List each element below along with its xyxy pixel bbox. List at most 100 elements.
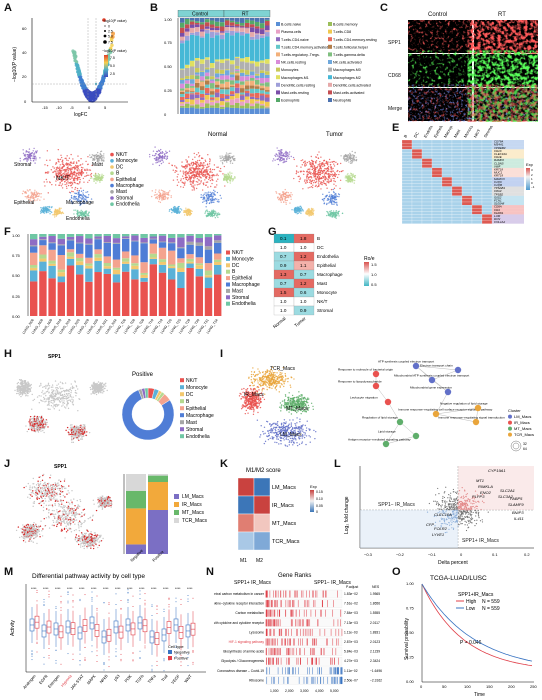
d-cell-point [55, 215, 57, 217]
d-cell-point [58, 207, 60, 210]
d-cell-point [178, 210, 180, 212]
d-cell-point [339, 179, 342, 182]
d-cell-point [275, 192, 278, 194]
f-bar-segment [48, 265, 56, 279]
d-cell-point [332, 177, 334, 180]
b-bar-segment [230, 94, 235, 96]
d-cell-point [217, 216, 219, 219]
d-cell-point [275, 153, 277, 155]
e-gene-label: CD8A [494, 205, 502, 209]
b-legend-swatch [276, 90, 280, 95]
d-cell-point [95, 153, 98, 156]
panel-label-e: E [392, 122, 400, 134]
d-cell-point [216, 173, 218, 175]
d-cell-point [306, 178, 308, 180]
b-group-rt: RT [242, 12, 249, 18]
d-cell-point [79, 211, 81, 214]
d-cell-point [186, 165, 188, 167]
d-cell-point [280, 154, 282, 156]
e-heat-cell [421, 177, 433, 181]
d-cell-point [157, 149, 160, 152]
d-cell-point [75, 196, 77, 198]
b-bar-segment [185, 91, 190, 94]
d-cell-point [193, 170, 195, 172]
b-bar-segment [180, 88, 185, 91]
d-cell-point [39, 210, 42, 213]
panel-label-n: N [206, 566, 214, 578]
d-cell-point [331, 203, 333, 205]
d-cell-point [158, 160, 160, 162]
d-cell-point [182, 186, 185, 188]
b-bar-segment [215, 103, 220, 108]
d-cell-point [181, 161, 183, 163]
d-cell-point [87, 181, 89, 183]
d-cell-point [66, 178, 68, 180]
b-bar-segment [260, 28, 265, 30]
d-cell-point [94, 175, 96, 178]
b-bar-segment [200, 37, 205, 60]
volcano-point [107, 48, 112, 52]
d-cell-point [196, 177, 199, 180]
d-cell-point [25, 157, 27, 159]
b-bar-segment [255, 66, 260, 74]
d-cell-point [87, 212, 90, 215]
d-cell-point [211, 197, 214, 199]
d-cell-point [336, 163, 339, 166]
d-cell-point [81, 168, 83, 171]
d-cell-point [219, 157, 221, 159]
b-bar-segment [210, 88, 215, 92]
e-gene-band [492, 167, 524, 171]
b-bar-segment [250, 24, 255, 28]
d-cell-point [90, 175, 93, 178]
b-bar-segment [180, 18, 185, 23]
e-heat-cell [441, 143, 453, 147]
e-heat-cell [411, 214, 423, 218]
d-cell-point [210, 198, 212, 200]
d-cell-point [209, 193, 212, 196]
b-bar-segment [240, 105, 245, 109]
f-bar-segment [158, 259, 167, 262]
b-legend-swatch [328, 44, 332, 49]
d-cell-point [176, 176, 178, 178]
e-heat-cell [401, 211, 413, 215]
d-cell-point [27, 155, 29, 158]
b-bar-segment [190, 32, 195, 35]
d-cell-point [154, 191, 157, 194]
f-bar-segment [48, 263, 56, 266]
e-heat-cell [401, 170, 413, 175]
d-cell-point [32, 157, 34, 159]
e-heat-cell [431, 170, 443, 175]
b-bar-segment [240, 101, 245, 106]
b-bar-segment [235, 21, 240, 25]
b-bar-segment [210, 18, 215, 21]
f-bar-segment [177, 258, 185, 263]
b-bar-segment [180, 43, 185, 69]
d-cell-point [219, 167, 222, 170]
d-cell-point [213, 186, 216, 188]
d-cell-point [323, 198, 325, 200]
d-cell-point [184, 174, 187, 176]
d-cell-point [81, 210, 84, 213]
d-cell-point [39, 157, 41, 159]
b-bar-segment [210, 101, 215, 106]
d-cell-point [30, 162, 32, 164]
e-heat-cell [481, 173, 493, 178]
b-bar-segment [185, 35, 190, 41]
b-bar-segment [195, 18, 200, 22]
b-legend-swatch [328, 90, 332, 95]
d-label-macrophage: Macrophage [66, 200, 94, 206]
d-cell-point [96, 159, 99, 161]
b-bar-segment [260, 93, 265, 96]
f-bar-segment [140, 237, 148, 243]
b-bar-segment [185, 18, 190, 25]
d-cell-point [99, 179, 101, 182]
b-bar-segment [180, 96, 185, 100]
d-cell-point [323, 169, 326, 172]
d-cell-point [58, 210, 60, 212]
b-bar-segment [205, 80, 210, 85]
e-gene-label: TPSB2 [494, 192, 504, 196]
b-bar-segment [240, 94, 245, 96]
e-heat-cell [471, 186, 483, 190]
b-bar-segment [245, 108, 250, 114]
d-cell-point [86, 215, 88, 217]
